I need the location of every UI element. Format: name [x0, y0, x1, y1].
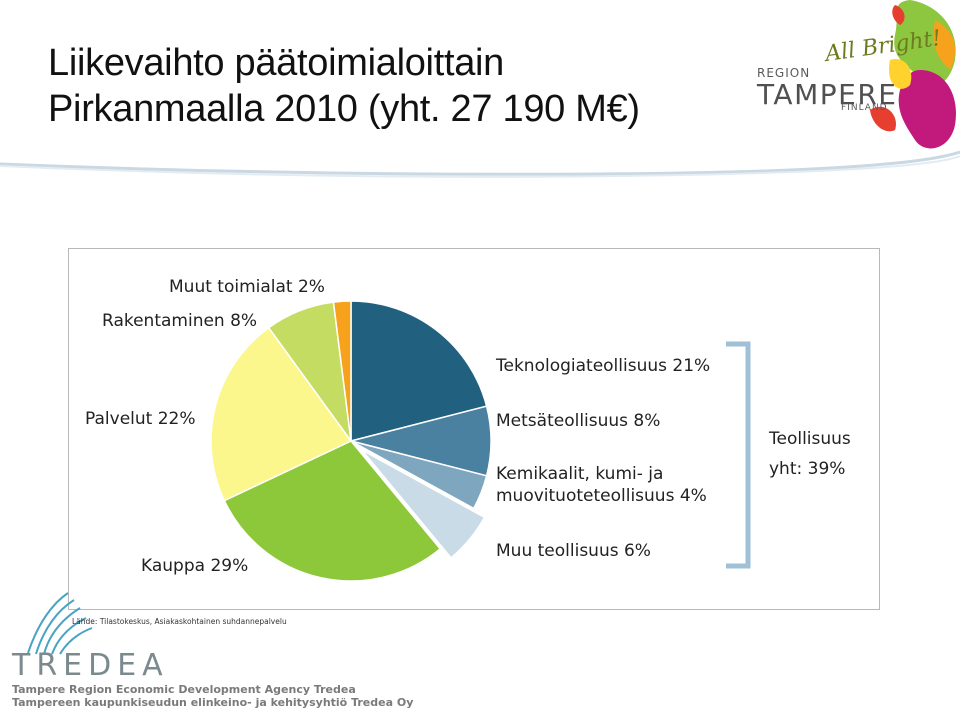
label-kemikaalit-line2: muovituoteteollisuus 4%	[496, 486, 707, 506]
label-kemikaalit-line1: Kemikaalit, kumi- ja	[496, 464, 664, 484]
pie-slice-3	[361, 449, 486, 559]
region-tampere-logo: All Bright! REGION TAMPERE FINLAND	[745, 0, 960, 160]
source-note: Lähde: Tilastokeskus, Asiakaskohtainen s…	[72, 617, 287, 626]
label-muu-teollisuus: Muu teollisuus 6%	[496, 541, 651, 561]
pie-slice-0	[350, 300, 488, 442]
title-line-2: Pirkanmaalla 2010 (yht. 27 190 M€)	[48, 88, 640, 130]
logo-art-icon	[870, 0, 956, 149]
label-teollisuus: Teollisuus	[769, 429, 851, 449]
chart-panel: Muut toimialat 2% Rakentaminen 8% Palvel…	[68, 248, 880, 610]
title-divider	[0, 150, 960, 178]
industry-group-bracket	[726, 341, 751, 569]
label-muut-toimialat: Muut toimialat 2%	[169, 277, 325, 297]
label-metsateollisuus: Metsäteollisuus 8%	[496, 411, 661, 431]
tredea-swirl-icon	[27, 592, 93, 655]
tredea-logo: TREDEA	[12, 648, 169, 683]
label-palvelut: Palvelut 22%	[85, 409, 196, 429]
footer-line-2: Tampereen kaupunkiseudun elinkeino- ja k…	[12, 696, 414, 709]
pie-slice-7	[332, 300, 352, 442]
pie-slice-2	[350, 440, 488, 510]
label-teknologiateollisuus: Teknologiateollisuus 21%	[496, 356, 711, 376]
label-kauppa: Kauppa 29%	[141, 556, 249, 576]
slide-title: Liikevaihto päätoimialoittain Pirkanmaal…	[48, 40, 640, 132]
title-line-1: Liikevaihto päätoimialoittain	[48, 42, 505, 84]
pie-slice-5	[210, 326, 353, 502]
logo-region: REGION	[757, 66, 811, 80]
footer-line-1: Tampere Region Economic Development Agen…	[12, 683, 356, 696]
logo-finland: FINLAND	[841, 103, 888, 113]
pie-chart	[210, 300, 492, 582]
logo-tampere: TAMPERE	[757, 78, 898, 111]
label-teollisuus-total: yht: 39%	[769, 459, 846, 479]
label-rakentaminen: Rakentaminen 8%	[102, 311, 258, 331]
